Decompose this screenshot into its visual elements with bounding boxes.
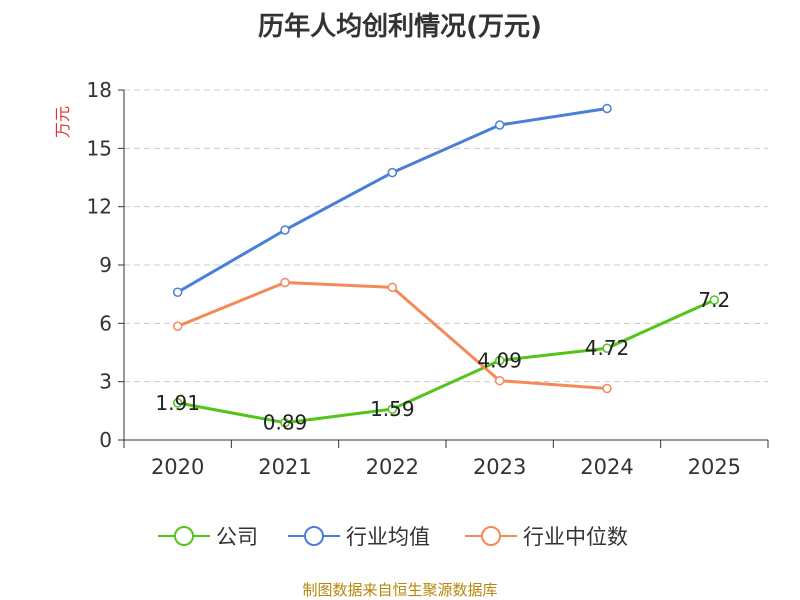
legend-median-label: 行业中位数 [523, 525, 628, 549]
axes: 0 3 6 9 12 15 18 2020 2021 2022 2023 2024 2025 万元 [53, 78, 769, 479]
series-line-0 [177, 298, 715, 425]
data-point-2-2023 [494, 375, 505, 386]
x-tick-label-2020: 2020 [151, 455, 204, 479]
data-label-2021: 0.89 [263, 411, 308, 435]
data-point-0-2022 [387, 404, 398, 414]
x-tick-label-2025: 2025 [688, 455, 741, 479]
data-label-2025: 7.2 [698, 288, 730, 312]
data-point-1-2024 [602, 103, 612, 114]
data-label-2022: 1.59 [370, 397, 415, 421]
data-label-2023: 4.09 [477, 348, 522, 372]
x-tick-label-2023: 2023 [473, 455, 526, 479]
legend-avg-label: 行业均值 [346, 525, 430, 549]
series-line-2 [177, 281, 608, 390]
y-tick-label-9: 9 [99, 253, 112, 277]
data-source-note: 制图数据来自恒生聚源数据库 [302, 581, 498, 599]
data-labels: 1.91 0.89 1.59 4.09 4.72 7.2 [155, 288, 730, 435]
data-point-2-2020 [172, 321, 183, 331]
y-tick-label-18: 18 [87, 78, 112, 102]
y-tick-label-12: 12 [87, 195, 112, 219]
series [172, 103, 720, 428]
y-tick-label-6: 6 [99, 311, 112, 335]
series-line-1 [176, 107, 608, 294]
grid [124, 89, 768, 383]
data-point-1-2022 [387, 167, 398, 178]
data-point-1-2021 [280, 225, 290, 235]
y-tick-label-0: 0 [99, 428, 112, 452]
x-tick-label-2024: 2024 [580, 455, 633, 479]
data-point-2-2024 [602, 383, 612, 394]
data-point-1-2020 [172, 287, 183, 297]
data-label-2024: 4.72 [585, 336, 630, 360]
legend-company-icon [158, 526, 210, 546]
data-point-0-2023 [494, 355, 505, 366]
legend-item-avg[interactable]: 行业均值 [288, 520, 430, 552]
data-point-2-2022 [387, 282, 398, 293]
data-point-2-2021 [280, 277, 290, 288]
data-point-1-2023 [494, 120, 505, 130]
data-point-0-2020 [172, 398, 183, 408]
data-point-0-2025 [709, 295, 720, 305]
y-axis-title: 万元 [53, 106, 72, 138]
y-tick-label-15: 15 [87, 136, 112, 160]
legend-item-company[interactable]: 公司 [158, 520, 258, 552]
data-point-0-2024 [602, 343, 612, 353]
x-tick-label-2022: 2022 [366, 455, 419, 479]
legend-item-median[interactable]: 行业中位数 [465, 520, 628, 552]
data-point-0-2021 [280, 417, 290, 428]
legend-avg-icon [288, 526, 340, 546]
legend-median-icon [465, 526, 517, 546]
chart-title: 历年人均创利情况(万元) [258, 12, 542, 42]
y-tick-label-3: 3 [99, 370, 112, 394]
data-label-2020: 1.91 [155, 391, 200, 415]
legend-company-label: 公司 [216, 525, 258, 549]
x-tick-label-2021: 2021 [258, 455, 311, 479]
